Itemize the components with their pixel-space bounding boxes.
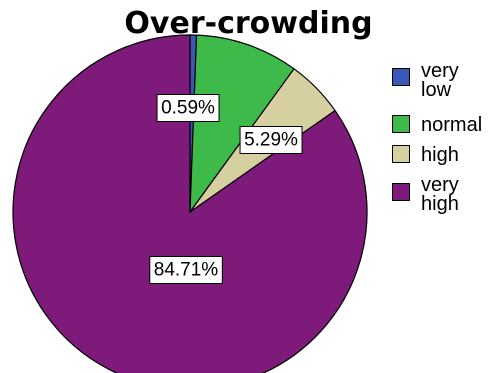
legend-swatch-very-high: [392, 183, 410, 201]
data-label-text-high: 5.29%: [244, 130, 298, 151]
legend-label-very-high: very high: [421, 174, 459, 215]
legend-label-very-low: very low: [421, 60, 459, 101]
data-label-text-very-high: 84.71%: [154, 260, 219, 281]
pie-slice-very-high: [12, 34, 368, 373]
data-label-very-low: 0.59%: [156, 94, 220, 122]
legend-label-high: high: [421, 144, 459, 166]
pie-slice-normal: [189, 34, 295, 214]
data-label-box-very-high: [149, 256, 223, 284]
data-label-text-very-low: 0.59%: [161, 98, 215, 119]
data-label-high: 5.29%: [239, 126, 303, 154]
data-label-very-high: 84.71%: [149, 256, 223, 284]
data-label-box-high: [239, 126, 303, 154]
legend-label-normal: normal: [421, 114, 483, 136]
legend-swatch-normal: [392, 115, 410, 133]
chart-title: Over-crowding: [124, 6, 373, 41]
data-label-box-very-low: [156, 94, 220, 122]
legend-swatch-high: [392, 145, 410, 163]
legend-swatch-very-low: [392, 68, 410, 86]
